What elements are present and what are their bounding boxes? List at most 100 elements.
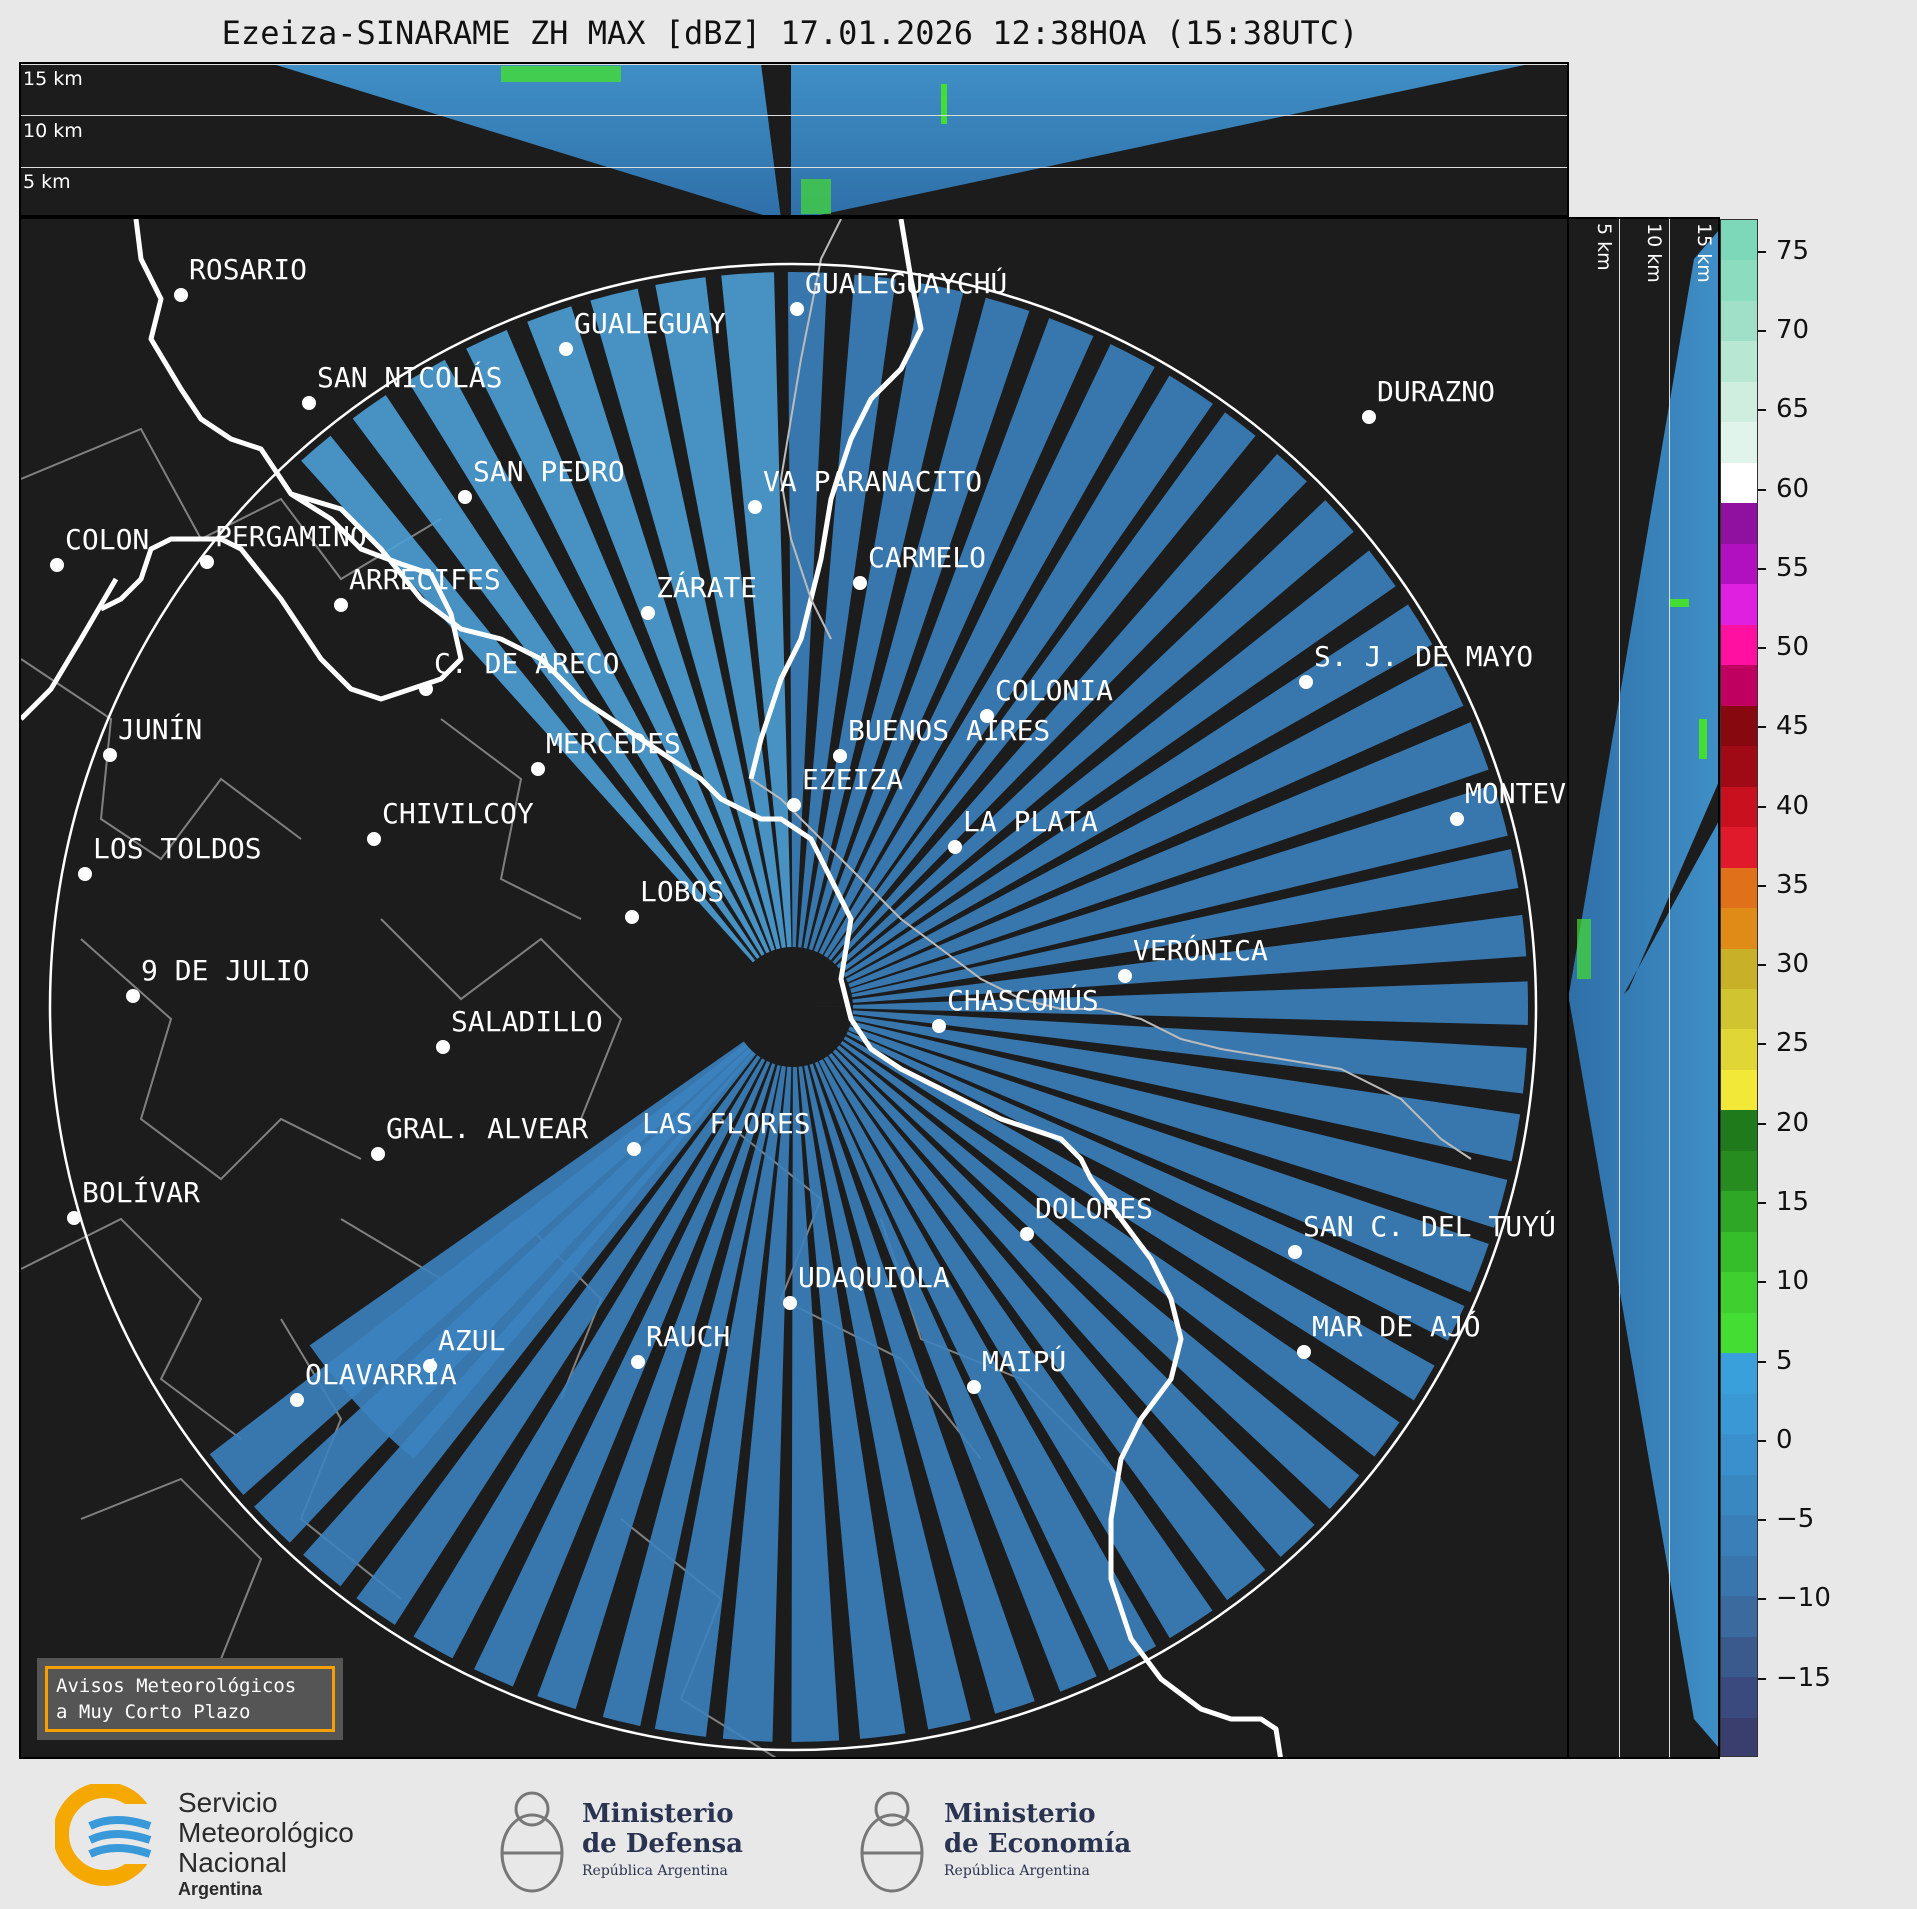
side-line-5 [1619, 219, 1620, 1757]
colorbar-segment [1721, 1636, 1757, 1679]
radar-beam [808, 297, 1030, 951]
alt-label-15: 15 km [23, 68, 83, 90]
colorbar-tick-label: 15 [1776, 1187, 1810, 1218]
colorbar-segment [1721, 260, 1757, 302]
colorbar-segment [1721, 665, 1757, 707]
radar-beam [851, 1015, 1521, 1162]
city-dot-icon [200, 555, 214, 569]
city-label: GUALEGUAYCHÚ [805, 267, 1008, 300]
colorbar-segment [1721, 1150, 1757, 1193]
city-dot-icon [1450, 812, 1464, 826]
radar-beam [850, 784, 1508, 994]
city-label: OLAVARRÍA [305, 1358, 457, 1391]
city-dot-icon [1297, 1345, 1311, 1359]
city-label: SAN PEDRO [473, 455, 625, 488]
city-label: MAIPÚ [982, 1345, 1067, 1378]
city-dot-icon [627, 1142, 641, 1156]
city-label: ARRECIFES [349, 563, 501, 596]
colorbar-segment [1721, 705, 1757, 748]
smn-line-3: Nacional [178, 1847, 287, 1878]
radar-beam [852, 914, 1527, 1003]
radar-beam [791, 1066, 840, 1742]
alt-label-5: 5 km [23, 171, 71, 193]
avisos-badge[interactable]: Avisos Meteorológicos a Muy Corto Plazo [37, 1658, 343, 1740]
colorbar-segment [1721, 1717, 1757, 1756]
colorbar-segment [1721, 381, 1757, 424]
city-label: C. DE ARECO [434, 647, 620, 680]
alt-line-15 [21, 64, 1567, 65]
colorbar-tick-label: 55 [1776, 552, 1810, 583]
city-dot-icon [126, 989, 140, 1003]
colorbar-segment [1721, 1231, 1757, 1274]
city-label: DURAZNO [1377, 375, 1496, 408]
colorbar-segment [1721, 462, 1757, 505]
city-label: SAN NICOLÁS [317, 361, 503, 394]
city-label: S. J. DE MAYO [1314, 640, 1534, 673]
radar-beam [850, 1021, 1508, 1228]
city-dot-icon [833, 749, 847, 763]
side-label-5: 5 km [1593, 223, 1615, 271]
radar-beam [832, 453, 1307, 965]
city-dot-icon [967, 1380, 981, 1394]
colorbar-segment [1721, 1596, 1757, 1638]
radar-beam [804, 1065, 971, 1730]
radar-beam [851, 849, 1519, 998]
colorbar-segment [1721, 867, 1757, 910]
city-label: BUENOS AIRES [848, 714, 1051, 747]
radar-beam [840, 1040, 1400, 1457]
radar-beam [848, 1026, 1489, 1293]
radar-beam [840, 550, 1396, 973]
colorbar-segment [1721, 1312, 1757, 1355]
colorbar-segment [1721, 989, 1757, 1031]
radar-beam [602, 1064, 781, 1726]
colorbar-segment [1721, 1434, 1757, 1476]
colorbar-segment [1721, 422, 1757, 464]
economia-line-1: Ministerio [944, 1799, 1096, 1829]
radar-beam [818, 344, 1155, 955]
alt-line-5 [21, 167, 1567, 168]
colorbar-segment [1721, 746, 1757, 788]
city-label: MONTEV [1465, 777, 1567, 810]
radar-beam [828, 1052, 1266, 1601]
map-title: Ezeiza-SINARAME ZH MAX [dBZ] 17.01.2026 … [221, 14, 1359, 52]
city-dot-icon [787, 798, 801, 812]
radar-beam [809, 1063, 1035, 1714]
colorbar-segment [1721, 543, 1757, 586]
city-label: DOLORES [1035, 1192, 1154, 1225]
city-label: ZÁRATE [656, 571, 758, 604]
radar-beam [654, 1065, 786, 1737]
city-dot-icon [853, 576, 867, 590]
city-label: GRAL. ALVEAR [386, 1112, 589, 1145]
radar-beam [852, 981, 1528, 1025]
economia-line-2: de Economía [944, 1829, 1132, 1859]
colorbar-segment [1721, 786, 1757, 829]
city-label: MAR DE AJÓ [1312, 1310, 1481, 1343]
defensa-emblem-icon [500, 1791, 564, 1893]
smn-line-1: Servicio [178, 1787, 278, 1818]
footer-logos: Servicio Meteorológico Nacional Argentin… [0, 1759, 1917, 1909]
city-dot-icon [559, 342, 573, 356]
colorbar-segment [1721, 624, 1757, 667]
radar-beam [798, 1066, 906, 1739]
city-dot-icon [980, 709, 994, 723]
city-dot-icon [302, 396, 316, 410]
defensa-line-2: de Defensa [582, 1829, 743, 1859]
radar-beam [721, 272, 792, 948]
radar-beam [846, 1031, 1465, 1341]
radar-beam [537, 1063, 776, 1710]
colorbar-tick-label: −10 [1776, 1583, 1831, 1614]
dbz-colorbar [1720, 219, 1758, 1757]
colorbar-segment [1721, 1393, 1757, 1436]
radar-beam [413, 1058, 766, 1659]
colorbar-tick-label: 35 [1776, 869, 1810, 900]
city-label: COLON [65, 523, 150, 556]
side-line-10 [1669, 219, 1670, 1757]
city-dot-icon [1288, 1245, 1302, 1259]
colorbar-tick-label: 50 [1776, 632, 1810, 663]
side-label-15: 15 km [1693, 223, 1715, 283]
radar-beam [848, 722, 1489, 988]
city-label: ROSARIO [189, 253, 308, 286]
colorbar-segment [1721, 220, 1757, 262]
colorbar-tick-label: 45 [1776, 711, 1810, 742]
radar-beam [845, 661, 1464, 983]
